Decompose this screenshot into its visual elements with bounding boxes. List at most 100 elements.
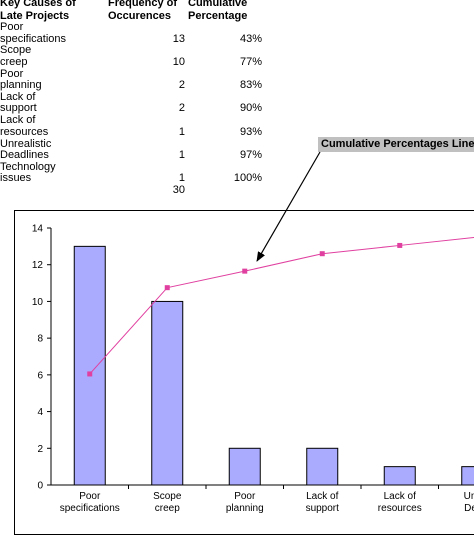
x-category-label-line: Poor xyxy=(79,491,101,502)
header-cause-line: Late Projects xyxy=(0,10,70,22)
row-frequency-line: 1 xyxy=(178,172,185,185)
row-cause: Scope creep xyxy=(0,45,80,68)
row-cumulative-line: 100% xyxy=(233,172,262,185)
row-cumulative: 77% xyxy=(200,55,262,69)
x-category-label-line: Lack of xyxy=(306,491,338,502)
row-cause-line: Lack of xyxy=(0,90,36,103)
row-frequency: 10 xyxy=(110,55,185,69)
row-cause: Poor specifications xyxy=(0,21,80,45)
cumulative-point xyxy=(397,242,403,248)
row-cause-line: planning xyxy=(0,79,42,92)
row-frequency: 2 xyxy=(110,103,185,115)
row-frequency: 1 xyxy=(110,149,185,162)
row-cause-line: support xyxy=(0,102,37,115)
y-tick-label: 4 xyxy=(37,407,43,418)
data-table: Key Causes of Late Projects Frequency of Oc… xyxy=(0,0,474,210)
y-tick-label: 12 xyxy=(32,260,44,271)
row-cumulative: 93% xyxy=(200,125,262,139)
x-category-label: UnreaDeadl xyxy=(464,491,474,514)
row-cumulative-line: 90% xyxy=(239,102,262,115)
cumulative-point xyxy=(164,285,170,291)
row-cause-line: Poor xyxy=(0,67,24,80)
y-tick-label: 6 xyxy=(37,370,43,381)
x-category-label-line: Lack of xyxy=(384,491,416,502)
cumulative-point xyxy=(319,251,325,257)
row-cumulative-line: 43% xyxy=(239,32,262,45)
x-category-label: Lack of resources xyxy=(378,491,422,514)
row-cause: Technology issues xyxy=(0,160,80,185)
x-category-label-line: planning xyxy=(226,503,264,514)
y-tick-label: 8 xyxy=(37,334,43,345)
row-cause-line: Technology xyxy=(0,160,56,173)
y-tick-label: 10 xyxy=(32,297,44,308)
row-cause-line: Poor xyxy=(0,21,24,33)
row-cumulative-line: 93% xyxy=(239,125,262,138)
total-frequency-line: 30 xyxy=(172,184,185,197)
row-cause-line: Lack of xyxy=(0,114,36,127)
row-frequency-line: 1 xyxy=(178,125,185,138)
bar xyxy=(383,466,416,486)
bar xyxy=(151,300,184,486)
cumulative-line xyxy=(89,237,474,375)
chart-frame: 0 2 4 6 8 10 12 14 Poor specifications Scope creep… xyxy=(14,210,474,535)
row-cumulative-line: 83% xyxy=(239,79,262,92)
x-category-label: Poor specifications xyxy=(60,491,120,514)
x-category-label-line: resources xyxy=(378,503,422,514)
x-category-label: Lack of support xyxy=(306,491,340,514)
row-frequency: 13 xyxy=(110,32,185,46)
total-frequency: 30 xyxy=(110,185,185,197)
header-frequency-line: Frequency of xyxy=(108,0,178,9)
row-cause: Poor planning xyxy=(0,67,80,92)
row-cumulative: 90% xyxy=(200,103,262,115)
row-cause: Lack of resources xyxy=(0,115,80,138)
x-category-label-line: Deadl xyxy=(464,503,474,514)
row-cumulative: 97% xyxy=(200,149,262,162)
row-cause-line: creep xyxy=(0,55,28,68)
x-category-label-line: support xyxy=(306,503,340,514)
row-frequency: 1 xyxy=(110,173,185,185)
x-category-label: Poor planning xyxy=(226,491,264,514)
row-cause-line: resources xyxy=(0,125,49,138)
row-frequency-line: 10 xyxy=(172,55,185,68)
x-category-label-line: specifications xyxy=(60,503,120,514)
x-category-label-line: Scope xyxy=(153,491,182,502)
y-tick-label: 14 xyxy=(32,224,44,235)
row-frequency-line: 1 xyxy=(178,149,185,161)
bar xyxy=(461,466,474,486)
header-frequency-line: Occurences xyxy=(108,10,171,22)
bar xyxy=(73,245,106,486)
row-cause-line: issues xyxy=(0,172,32,185)
row-cumulative: 43% xyxy=(200,32,262,46)
row-cause: Lack of support xyxy=(0,90,80,115)
bar xyxy=(228,447,261,486)
row-frequency-line: 13 xyxy=(172,32,185,45)
header-cumulative: Cumulative Percentage xyxy=(188,0,247,23)
row-cause-line: specifications xyxy=(0,32,67,45)
row-cause-line: Deadlines xyxy=(0,149,49,161)
row-cause: Unrealistic Deadlines xyxy=(0,137,80,162)
header-cumulative-line: Cumulative xyxy=(188,0,248,9)
row-frequency-line: 2 xyxy=(178,79,185,92)
row-cumulative-line: 77% xyxy=(239,55,262,68)
header-cumulative-line: Percentage xyxy=(188,10,248,22)
row-frequency: 1 xyxy=(110,125,185,139)
row-cumulative-line: 97% xyxy=(239,149,262,161)
x-category-label: Scope creep xyxy=(153,491,182,514)
row-cause-line: Unrealistic xyxy=(0,137,52,150)
row-frequency-line: 2 xyxy=(178,102,185,115)
header-frequency: Frequency of Occurences xyxy=(108,0,177,23)
row-cumulative: 100% xyxy=(200,173,262,185)
x-category-label-line: Poor xyxy=(234,491,256,502)
callout-bold-text: Cumulative Percentages Line- xyxy=(321,138,474,150)
y-tick-label: 0 xyxy=(37,481,43,492)
row-frequency: 2 xyxy=(110,80,185,92)
row-cumulative: 83% xyxy=(200,80,262,92)
row-cause-line: Scope xyxy=(0,44,32,57)
bar xyxy=(306,447,339,486)
x-category-label-line: Unrea xyxy=(464,491,474,502)
cumulative-point xyxy=(87,371,93,377)
y-tick-label: 2 xyxy=(37,444,43,455)
cumulative-point xyxy=(242,268,248,274)
header-cause-line: Key Causes of xyxy=(0,0,76,9)
